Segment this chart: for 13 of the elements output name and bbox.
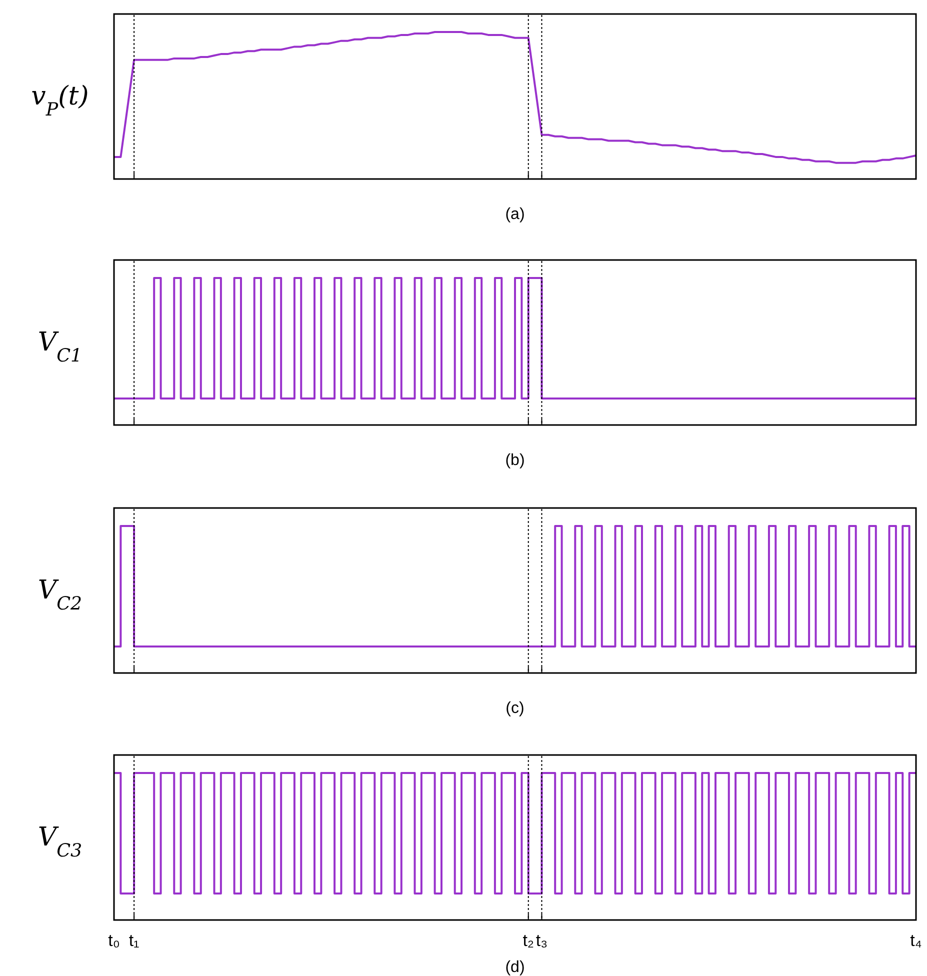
x-tick-label: t₃ [536, 931, 548, 950]
x-tick-label: t₁ [128, 931, 140, 950]
y-axis-title: V$_{C2}$ [38, 576, 82, 614]
y-axis-title: V$_{C1}$ [38, 328, 82, 366]
x-tick-label: t₄ [910, 931, 922, 950]
x-axis-title: (a) [505, 206, 525, 223]
y-axis-title: v$_{P}$(t) [31, 82, 89, 120]
x-tick-label: t₂ [522, 931, 534, 950]
y-axis-title: V$_{C3}$ [38, 822, 82, 861]
x-tick-label: t₀ [108, 931, 120, 950]
x-axis-title: (c) [506, 700, 524, 717]
x-axis-title: (d) [505, 959, 525, 976]
x-axis-title: (b) [505, 452, 525, 469]
